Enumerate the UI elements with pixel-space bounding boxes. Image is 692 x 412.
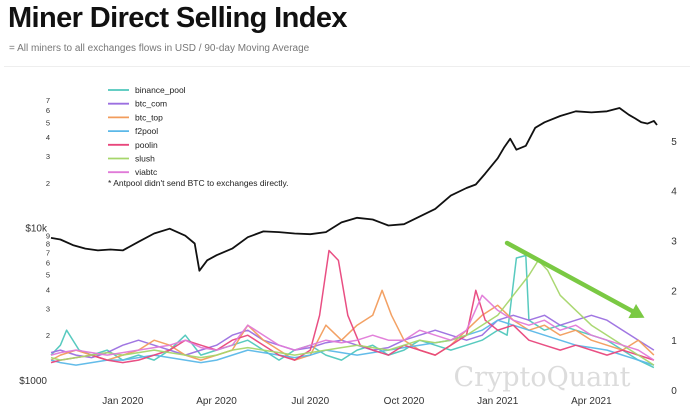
right-axis-tick: 4 [671, 187, 677, 198]
x-axis: Jan 2020 Apr 2020 Jul 2020 Oct 2020 Jan 2021… [102, 396, 612, 407]
series-line-f2pool [50, 319, 655, 366]
left-axis-tick: $1000 [19, 376, 47, 387]
left-axis-tick: 3 [46, 152, 50, 161]
chart-subtitle: = All miners to all exchanges flows in U… [9, 43, 310, 54]
left-axis-tick: 7 [46, 248, 50, 257]
x-axis-tick: Apr 2021 [571, 396, 612, 407]
legend-label-viabtc: viabtc [135, 167, 158, 177]
left-axis-tick: 6 [46, 106, 50, 115]
series-line-binance_pool [50, 254, 655, 369]
x-axis-tick: Jan 2021 [477, 396, 519, 407]
left-axis-tick: 5 [46, 271, 50, 280]
left-axis-tick: $10k [25, 224, 48, 235]
series-line-btc_com [50, 314, 655, 359]
series-line-viabtc [50, 294, 655, 361]
legend-label-f2pool: f2pool [135, 126, 158, 136]
series-line-poolin [50, 249, 655, 364]
trend-arrow-head [628, 304, 645, 319]
trend-arrow-shaft [504, 240, 635, 314]
legend: binance_pool btc_com btc_top f2pool poolin sl… [108, 85, 289, 188]
left-axis-tick: 6 [46, 258, 50, 267]
left-axis-tick: 2 [46, 331, 50, 340]
watermark: CryptoQuant [453, 362, 630, 393]
left-axis-tick: 3 [46, 304, 50, 313]
series-line-btc_top [50, 289, 655, 361]
legend-label-btc_com: btc_com [135, 99, 167, 109]
left-axis-tick: 4 [46, 285, 50, 294]
legend-label-poolin: poolin [135, 140, 158, 150]
legend-label-slush: slush [135, 154, 155, 164]
right-axis: 0 1 2 3 4 5 [671, 137, 677, 397]
left-axis-tick: 2 [46, 179, 50, 188]
legend-label-binance_pool: binance_pool [135, 85, 186, 95]
legend-label-btc_top: btc_top [135, 112, 163, 122]
right-axis-tick: 2 [671, 286, 677, 297]
x-axis-tick: Apr 2020 [196, 396, 237, 407]
left-axis-tick: 8 [46, 239, 50, 248]
x-axis-tick: Jul 2020 [291, 396, 329, 407]
price-line [50, 107, 658, 272]
right-axis-tick: 0 [671, 386, 677, 397]
right-axis-tick: 1 [671, 336, 677, 347]
legend-note: * Antpool didn't send BTC to exchanges d… [108, 178, 289, 188]
right-axis-tick: 5 [671, 137, 677, 148]
right-axis-tick: 3 [671, 237, 677, 248]
trend-arrow [504, 240, 645, 319]
price-series-line [50, 107, 658, 272]
x-axis-tick: Jan 2020 [102, 396, 144, 407]
left-axis-tick: 9 [46, 232, 50, 241]
series-line-slush [50, 259, 655, 366]
chart-title: Miner Direct Selling Index [8, 2, 348, 34]
x-axis-tick: Oct 2020 [384, 396, 425, 407]
series-lines [50, 249, 655, 369]
left-axis-tick: 4 [46, 133, 50, 142]
left-axis-tick: 7 [46, 96, 50, 105]
left-axis-tick: 5 [46, 118, 50, 127]
